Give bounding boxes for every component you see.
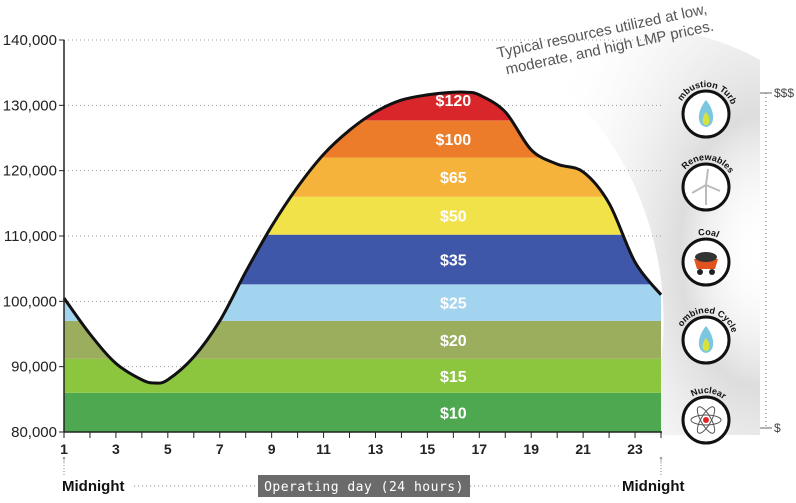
price-band xyxy=(64,196,661,235)
end-midnight-label: Midnight xyxy=(622,478,684,495)
x-tick-label: 21 xyxy=(575,441,591,457)
price-band-labels: $10 $15 $20 $25 $35 $50 $65 $100 $120 xyxy=(436,93,472,423)
price-band-label: $100 xyxy=(436,132,472,149)
price-bands xyxy=(64,91,661,432)
y-tick-label: 100,000 xyxy=(3,293,57,310)
x-tick-label: 11 xyxy=(316,441,331,457)
price-band-label: $25 xyxy=(440,296,467,313)
x-axis-ticks: 1 3 5 7 9 11 13 15 17 19 21 23 xyxy=(60,432,662,457)
price-band-label: $50 xyxy=(440,209,467,226)
price-band-label: $65 xyxy=(440,170,467,187)
resource-nuclear: Nuclear xyxy=(681,385,731,445)
price-band-label: $35 xyxy=(440,253,467,270)
wind-turbine-icon xyxy=(691,168,721,205)
flame-icon xyxy=(698,326,714,353)
x-tick-label: 19 xyxy=(523,441,539,457)
operating-day-label: Operating day (24 hours) xyxy=(264,480,464,495)
price-band xyxy=(64,392,661,432)
y-tick-label: 80,000 xyxy=(11,424,57,441)
price-band xyxy=(64,234,661,285)
price-band xyxy=(64,320,661,359)
x-tick-label: 9 xyxy=(268,441,276,457)
y-tick-label: 90,000 xyxy=(11,359,57,376)
x-tick-label: 17 xyxy=(472,441,488,457)
price-band xyxy=(64,358,661,393)
resource-label: Coal xyxy=(697,227,720,240)
x-tick-label: 3 xyxy=(112,441,120,457)
midnight-markers: ↑ ↑ Midnight Midnight Operating day (24 … xyxy=(61,454,684,497)
coal-cart-icon xyxy=(694,252,718,275)
price-band-label: $15 xyxy=(440,369,467,386)
atom-icon xyxy=(690,406,722,434)
x-tick-label: 15 xyxy=(420,441,436,457)
x-tick-label: 13 xyxy=(368,441,384,457)
resource-renewables: Renewables xyxy=(680,152,736,212)
load-curve xyxy=(62,90,663,385)
up-arrow-icon: ↑ xyxy=(61,454,67,466)
start-midnight-label: Midnight xyxy=(62,478,124,495)
y-axis-ticks: 80,000 90,000 100,000 110,000 120,000 130,000… xyxy=(3,32,64,441)
x-tick-label: 7 xyxy=(216,441,224,457)
x-tick-label: 23 xyxy=(627,441,643,457)
y-tick-label: 120,000 xyxy=(3,163,57,180)
up-arrow-icon: ↑ xyxy=(658,454,664,466)
price-band-label: $20 xyxy=(440,333,467,350)
price-scale-top: $$$ xyxy=(774,86,794,100)
resource-coal: Coal xyxy=(681,227,731,287)
x-tick-label: 1 xyxy=(60,441,68,457)
price-scale: $$$ $ xyxy=(760,86,794,435)
y-tick-label: 110,000 xyxy=(4,228,57,245)
price-band xyxy=(64,284,661,321)
price-band xyxy=(64,120,661,158)
operating-day-banner xyxy=(258,475,470,497)
y-tick-label: 130,000 xyxy=(3,97,57,114)
x-tick-label: 5 xyxy=(164,441,172,457)
price-scale-bottom: $ xyxy=(774,421,781,435)
price-band xyxy=(64,157,661,197)
price-band-label: $10 xyxy=(440,405,467,422)
y-tick-label: 140,000 xyxy=(3,32,57,49)
price-band-label: $120 xyxy=(436,93,472,110)
flame-icon xyxy=(698,100,714,127)
